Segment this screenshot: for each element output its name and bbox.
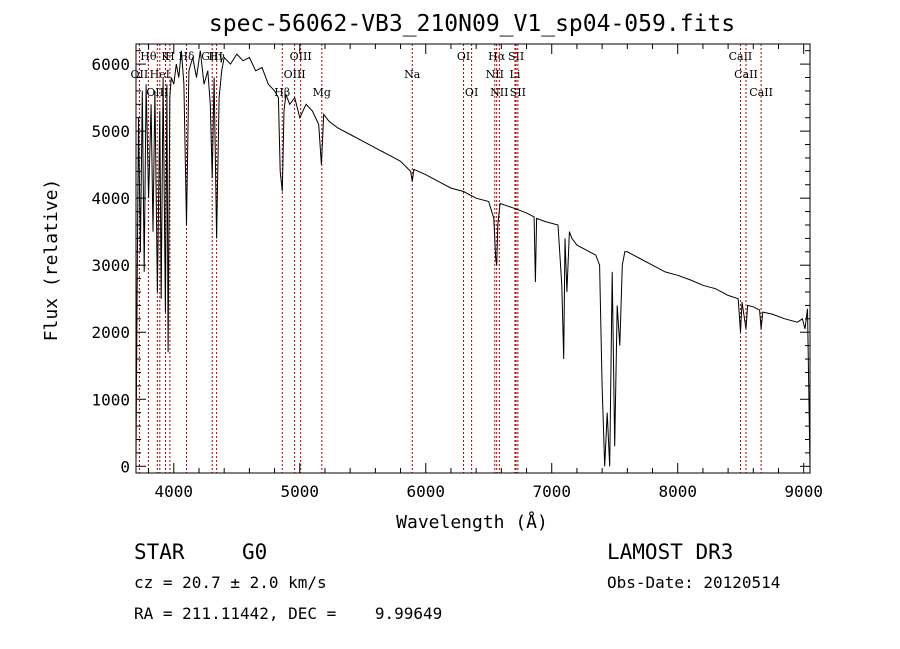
line-marker-label: Hα: [488, 50, 506, 63]
line-marker-label: Li: [510, 68, 521, 81]
line-marker-label: CaII: [749, 86, 773, 99]
line-marker-label: Hβ: [274, 86, 290, 99]
y-tick-label: 6000: [91, 55, 130, 74]
axis-ticks: 4000 5000 6000 7000 8000 9000 0 1000 2000 3000 400…: [91, 44, 823, 501]
line-marker-label: SII: [508, 50, 524, 63]
object-class: STAR: [134, 540, 185, 564]
line-marker-label: CaII: [734, 68, 758, 81]
y-tick-label: 2000: [91, 323, 130, 342]
line-marker-label: H: [165, 50, 175, 63]
chart-title: spec-56062-VB3_210N09_V1_sp04-059.fits: [209, 11, 735, 37]
x-tick-label: 6000: [406, 482, 445, 501]
line-marker-label: SII: [510, 86, 526, 99]
spectrum-line: [135, 50, 811, 467]
line-marker-label: OII: [131, 68, 149, 81]
line-marker-label: OI: [465, 86, 478, 99]
line-marker-label: OIII: [284, 68, 306, 81]
line-marker-label: Mg: [313, 86, 331, 99]
x-tick-label: 9000: [784, 482, 823, 501]
line-marker-label: Hγ: [209, 50, 226, 63]
x-tick-label: 8000: [658, 482, 697, 501]
redshift-readout: cz = 20.7 ± 2.0 km/s: [134, 573, 327, 592]
plot-frame: [135, 43, 811, 474]
line-marker-label: OIII: [290, 50, 312, 63]
line-marker-label: NII: [486, 68, 504, 81]
line-marker-label: CaII: [729, 50, 753, 63]
line-marker-label: OI: [457, 50, 470, 63]
x-tick-label: 4000: [155, 482, 194, 501]
x-tick-label: 5000: [281, 482, 320, 501]
y-axis-label: Flux (relative): [41, 179, 62, 342]
coordinates-readout: RA = 211.11442, DEC = 9.99649: [134, 604, 443, 623]
object-subclass: G0: [242, 540, 268, 564]
line-marker-label: K: [161, 50, 170, 63]
line-marker-label: HeI: [150, 68, 170, 81]
y-tick-label: 4000: [91, 189, 130, 208]
y-tick-label: 0: [120, 457, 130, 476]
y-tick-label: 3000: [91, 256, 130, 275]
y-tick-label: 5000: [91, 122, 130, 141]
survey-name: LAMOST DR3: [607, 540, 734, 564]
line-marker-label: Na: [404, 68, 421, 81]
line-marker-label: OIII: [146, 86, 168, 99]
x-tick-label: 7000: [532, 482, 571, 501]
line-marker-label: NII: [490, 86, 508, 99]
line-marker-label: GIII: [201, 50, 223, 63]
observation-date: Obs-Date: 20120514: [607, 573, 781, 592]
y-tick-label: 1000: [91, 390, 130, 409]
x-axis-label: Wavelength (Å): [396, 511, 548, 533]
line-marker-label: Hθ: [140, 50, 157, 63]
